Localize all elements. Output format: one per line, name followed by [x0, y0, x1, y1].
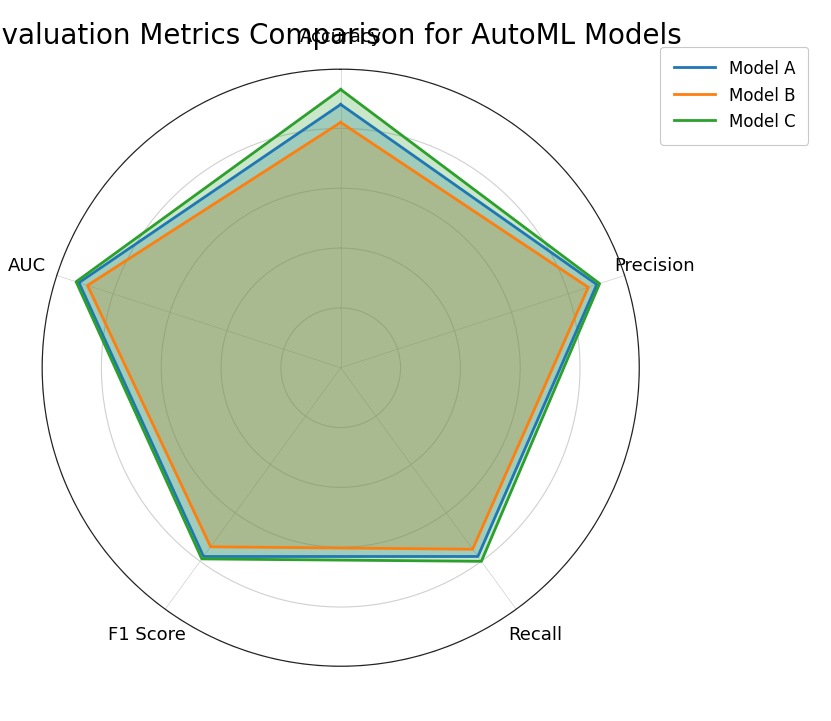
Model C [197, 554, 207, 563]
Polygon shape [79, 105, 597, 557]
Model C [595, 279, 605, 288]
Model A [336, 100, 346, 109]
Model B [583, 283, 593, 291]
Model A [473, 552, 483, 561]
Model B [336, 118, 346, 127]
Model C [476, 557, 486, 566]
Polygon shape [76, 89, 600, 562]
Model C [336, 85, 346, 94]
Legend: Model A, Model B, Model C: Model A, Model B, Model C [660, 47, 809, 145]
Model B [336, 118, 346, 127]
Model B [205, 542, 215, 551]
Line: Model C: Model C [76, 89, 600, 562]
Line: Model B: Model B [87, 123, 588, 549]
Line: Model A: Model A [79, 105, 597, 557]
Model C [71, 278, 81, 286]
Model B [468, 545, 478, 554]
Model A [592, 280, 602, 289]
Model A [74, 278, 84, 287]
Model A [199, 552, 209, 561]
Model C [336, 85, 346, 94]
Model A [336, 100, 346, 109]
Text: Evaluation Metrics Comparison for AutoML Models: Evaluation Metrics Comparison for AutoML… [0, 22, 681, 50]
Polygon shape [87, 123, 588, 549]
Model B [82, 281, 92, 290]
